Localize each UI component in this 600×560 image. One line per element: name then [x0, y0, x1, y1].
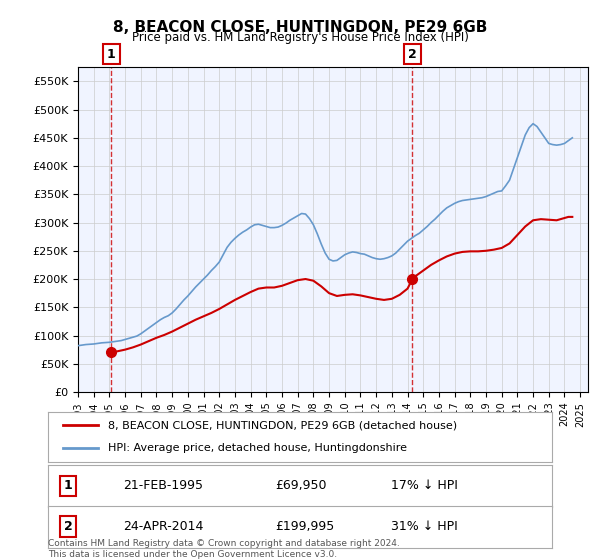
- Text: £199,995: £199,995: [275, 520, 334, 533]
- Text: 17% ↓ HPI: 17% ↓ HPI: [391, 479, 458, 492]
- Text: 8, BEACON CLOSE, HUNTINGDON, PE29 6GB (detached house): 8, BEACON CLOSE, HUNTINGDON, PE29 6GB (d…: [109, 420, 458, 430]
- Text: 21-FEB-1995: 21-FEB-1995: [124, 479, 203, 492]
- Text: 2: 2: [64, 520, 73, 533]
- Text: Price paid vs. HM Land Registry's House Price Index (HPI): Price paid vs. HM Land Registry's House …: [131, 31, 469, 44]
- Text: 1: 1: [107, 48, 116, 60]
- Text: £69,950: £69,950: [275, 479, 326, 492]
- Text: 1: 1: [64, 479, 73, 492]
- Text: Contains HM Land Registry data © Crown copyright and database right 2024.
This d: Contains HM Land Registry data © Crown c…: [48, 539, 400, 559]
- Text: 31% ↓ HPI: 31% ↓ HPI: [391, 520, 457, 533]
- Text: 2: 2: [408, 48, 417, 60]
- Text: 24-APR-2014: 24-APR-2014: [124, 520, 204, 533]
- Text: 8, BEACON CLOSE, HUNTINGDON, PE29 6GB: 8, BEACON CLOSE, HUNTINGDON, PE29 6GB: [113, 20, 487, 35]
- Text: HPI: Average price, detached house, Huntingdonshire: HPI: Average price, detached house, Hunt…: [109, 444, 407, 454]
